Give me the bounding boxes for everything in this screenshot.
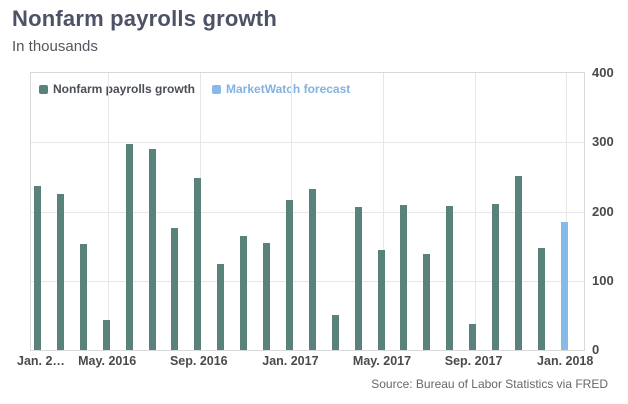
legend-item-nonfarm-payrolls[interactable]: Nonfarm payrolls growth (39, 82, 195, 96)
gridline-x-may-2016 (108, 73, 110, 350)
x-tick-label-sep-2017: Sep. 2017 (444, 354, 503, 368)
gridline-y-200 (31, 211, 584, 213)
legend-item-forecast[interactable]: MarketWatch forecast (212, 82, 350, 96)
bar-dec-2016[interactable] (263, 242, 270, 350)
bar-sep-2016[interactable] (194, 177, 202, 350)
x-tick-label-may-2017: May. 2017 (352, 354, 412, 368)
bar-mar-2016[interactable] (56, 194, 64, 350)
gridline-x-sep-2017 (474, 73, 476, 350)
forecast-swatch-icon (212, 84, 222, 94)
bar-jun-2016[interactable] (125, 144, 133, 350)
y-tick-label-300: 300 (592, 134, 614, 150)
gridline-x-jan-2018 (566, 73, 568, 350)
bar-nov-2017[interactable] (514, 175, 522, 350)
y-tick-label-200: 200 (592, 203, 614, 219)
source-credit: Source: Bureau of Labor Statistics via F… (371, 377, 608, 391)
bar-apr-2017[interactable] (354, 206, 362, 350)
plot-area: Nonfarm payrolls growth MarketWatch fore… (30, 72, 585, 351)
chart-subtitle: In thousands (12, 38, 98, 55)
bar-dec-2017[interactable] (537, 247, 545, 350)
bar-oct-2016[interactable] (217, 264, 225, 350)
bar-jul-2016[interactable] (148, 148, 156, 350)
bar-may-2017[interactable] (377, 249, 385, 350)
bar-oct-2017[interactable] (492, 203, 499, 350)
bar-feb-2016[interactable] (34, 185, 41, 350)
bar-sep-2017[interactable] (469, 323, 477, 350)
bar-apr-2016[interactable] (79, 244, 87, 350)
bar-jan-2018[interactable] (560, 221, 568, 350)
y-tick-label-400: 400 (592, 65, 614, 80)
chart-legend: Nonfarm payrolls growth MarketWatch fore… (39, 82, 350, 96)
bar-jan-2017[interactable] (285, 200, 293, 350)
bar-aug-2016[interactable] (171, 228, 179, 350)
bar-nov-2016[interactable] (240, 236, 248, 350)
legend-label-forecast: MarketWatch forecast (226, 82, 351, 96)
bar-jun-2017[interactable] (400, 204, 408, 350)
x-tick-label-jan-2018: Jan. 2018 (537, 354, 594, 368)
bar-feb-2017[interactable] (308, 189, 316, 350)
x-tick-label-may-2016: May. 2016 (78, 354, 137, 368)
gridline-x-may-2017 (383, 73, 384, 350)
bar-mar-2017[interactable] (331, 315, 339, 350)
nonfarm-payrolls-swatch-icon (39, 84, 48, 94)
chart-title: Nonfarm payrolls growth (12, 6, 277, 31)
x-tick-label-jan-2017: Jan. 2017 (262, 354, 319, 368)
x-tick-label-sep-2016: Sep. 2016 (169, 354, 228, 368)
y-tick-label-0: 0 (592, 342, 600, 357)
gridline-y-300 (31, 142, 584, 144)
x-tick-label-jan-2-: Jan. 2… (17, 354, 65, 368)
bar-aug-2017[interactable] (446, 206, 454, 350)
bar-jul-2017[interactable] (423, 254, 431, 350)
bar-may-2016[interactable] (102, 320, 110, 350)
legend-label-nonfarm-payrolls: Nonfarm payrolls growth (53, 82, 196, 96)
y-tick-label-100: 100 (592, 272, 614, 288)
gridline-y-100 (31, 280, 584, 282)
